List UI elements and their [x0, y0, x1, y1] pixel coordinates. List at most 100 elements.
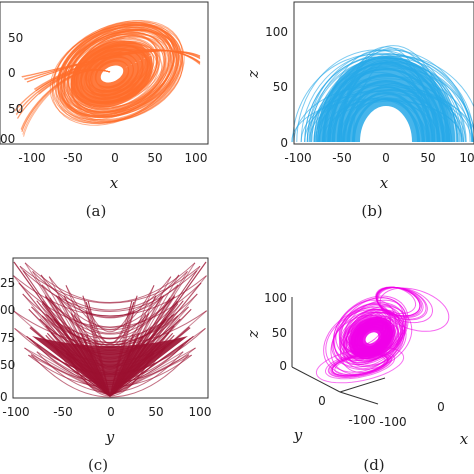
panel-b-caption: (b) [361, 202, 382, 220]
panel-a-ytick-2: 0 [8, 66, 16, 80]
panel-c-axes-box [12, 257, 209, 399]
trajectory-core [75, 44, 149, 104]
trajectory-loop [339, 309, 403, 373]
panel-d-xtick-0: 0 [437, 400, 445, 414]
trajectory-loop [57, 23, 185, 124]
trajectory-curve [55, 295, 165, 334]
panel-d-xaxis [339, 391, 379, 405]
panel-a-xtick-1: -100 [18, 151, 45, 165]
trajectory-core [317, 56, 455, 143]
trajectory-core [85, 51, 139, 97]
panel-c-ytick-75: 75 [0, 331, 15, 345]
panel-c-xtick-3: 0 [107, 405, 115, 419]
trajectory-loop [63, 29, 181, 121]
panel-b-xtick-5: 10 [459, 151, 474, 165]
panel-d-ytick-neg100: -100 [348, 413, 375, 427]
trajectory-core [90, 55, 134, 93]
panel-a-ytick-1: 50 [8, 31, 23, 45]
trajectory-core [94, 59, 130, 89]
panel-c-caption: (c) [88, 456, 108, 474]
panel-b-axes-box [293, 1, 474, 145]
panel-c-ytick-100: 00 [0, 303, 15, 317]
trajectory-envelope [13, 261, 207, 398]
panel-b-ytick-50: 50 [273, 80, 288, 94]
panel-a-xtick-5: 100 [185, 151, 208, 165]
trajectory-curve [42, 300, 178, 343]
panel-c-ytick-125: 25 [0, 276, 15, 290]
trajectory-loop [71, 35, 170, 111]
panel-a: 50 0 50 00 -100 -50 0 50 100 x (a) [0, 1, 209, 220]
panel-a-xtick-2: -50 [63, 151, 83, 165]
trajectory-core [342, 86, 430, 143]
trajectory-loop [64, 25, 182, 114]
trajectory-loop [377, 287, 434, 324]
trajectory-core [80, 48, 144, 100]
panel-c-xlabel: y [105, 428, 115, 446]
panel-d-ztick-0: 0 [279, 359, 287, 373]
panel-c: 25 00 75 50 25 0 -100 -50 0 50 100 y (c) [0, 257, 212, 474]
panel-d-ytick-0: 0 [318, 394, 326, 408]
panel-a-xlabel: x [110, 174, 119, 192]
panel-d: 100 50 0 z 0 -100 -100 0 y x (d) [244, 286, 469, 474]
trajectory-curve [22, 293, 198, 339]
panel-a-xtick-4: 50 [147, 151, 162, 165]
trajectory-loop [63, 28, 179, 115]
panel-c-xtick-4: 50 [148, 405, 163, 419]
trajectory-core [352, 98, 420, 143]
trajectory-loop [323, 307, 404, 376]
panel-a-curves [14, 19, 201, 137]
panel-c-xtick-2: -50 [53, 405, 73, 419]
panel-b-ytick-100: 100 [265, 25, 288, 39]
panel-c-curves [12, 261, 208, 398]
trajectory-core [32, 336, 188, 396]
panel-b-ytick-0: 0 [280, 136, 288, 150]
panel-d-caption: (d) [363, 456, 384, 474]
panel-c-xtick-1: -100 [2, 405, 29, 419]
panel-a-ytick-3: 50 [8, 102, 23, 116]
trajectory-loop [66, 33, 178, 117]
trajectory-loop [375, 286, 421, 317]
panel-b-xtick-1: -100 [284, 151, 311, 165]
panel-a-caption: (a) [86, 202, 107, 220]
panel-d-ylabel: y [293, 426, 303, 444]
panel-d-xtick-neg100: -100 [379, 415, 406, 429]
panel-d-yaxis [291, 366, 341, 393]
trajectory-curve [48, 276, 172, 318]
trajectory-core [327, 68, 445, 143]
trajectory-loop [343, 315, 407, 366]
trajectory-curve [41, 284, 179, 317]
trajectory-loop [379, 287, 450, 332]
trajectory-core [347, 92, 425, 143]
panel-b-curves [291, 45, 474, 143]
trajectory-core [332, 74, 440, 143]
trajectory-core [337, 80, 435, 143]
panel-c-ytick-0: 0 [0, 390, 8, 404]
trajectory-arch [308, 55, 474, 143]
panel-a-axes-box [0, 1, 209, 145]
trajectory-curve [49, 297, 171, 339]
panel-d-zlabel: z [244, 330, 262, 339]
trajectory-ray [109, 354, 192, 397]
panel-b-xtick-3: 0 [382, 151, 390, 165]
panel-b: 100 50 0 z -100 -50 0 50 10 x (b) [244, 1, 474, 220]
trajectory-ray [28, 354, 111, 397]
panel-d-xaxis-far [339, 377, 386, 393]
panel-d-xlabel: x [460, 430, 469, 448]
panel-a-xtick-3: 0 [111, 151, 119, 165]
trajectory-arch [300, 52, 465, 143]
trajectory-core [71, 40, 153, 108]
trajectory-loop [375, 286, 417, 314]
panel-a-ytick-4: 00 [0, 132, 15, 146]
trajectory-curve [85, 301, 135, 345]
trajectory-loop [56, 21, 177, 119]
panel-b-ylabel: z [244, 70, 262, 79]
panel-b-xlabel: x [380, 174, 389, 192]
panel-d-curves [315, 286, 450, 384]
panel-c-xtick-5: 100 [189, 405, 212, 419]
trajectory-curve [13, 310, 207, 346]
trajectory-core [359, 326, 385, 350]
trajectory-curve [18, 282, 202, 328]
trajectory-curve [24, 262, 196, 303]
trajectory-curve [65, 285, 155, 330]
